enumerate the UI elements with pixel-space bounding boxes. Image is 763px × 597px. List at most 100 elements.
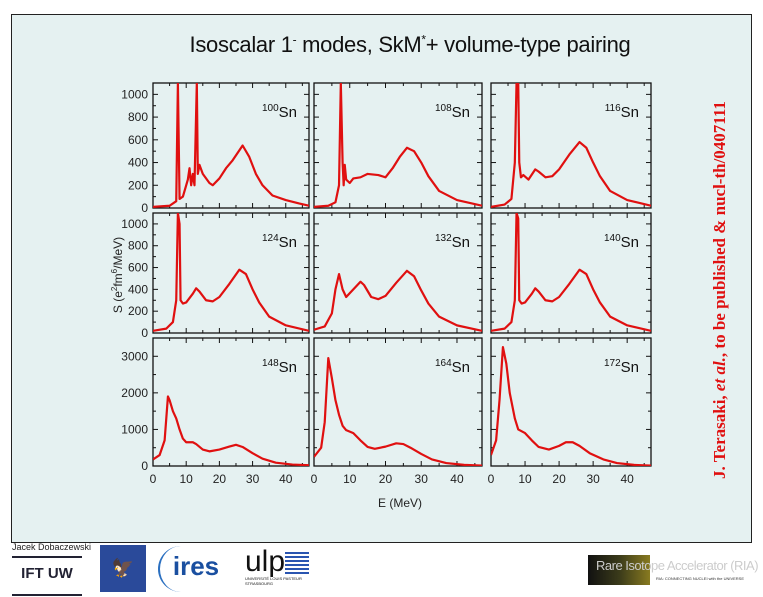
y-tick-label: 600: [128, 133, 148, 147]
x-tick-label: 20: [379, 472, 393, 486]
nucleus-label: 100Sn: [262, 103, 297, 121]
spectrum-curve: [491, 213, 651, 332]
x-tick-label: 0: [150, 472, 157, 486]
y-tick-label: 200: [128, 178, 148, 192]
y-tick-label: 400: [128, 156, 148, 170]
element-symbol: Sn: [279, 359, 297, 376]
element-symbol: Sn: [621, 359, 639, 376]
university-warsaw-logo: 🦅: [100, 545, 146, 592]
y-axis-label-part: 6: [110, 268, 119, 273]
element-symbol: Sn: [621, 104, 639, 121]
nucleus-label: 132Sn: [435, 233, 470, 251]
y-tick-label: 0: [141, 459, 148, 473]
panel-frame: [490, 337, 652, 467]
mass-number: 116: [605, 103, 621, 114]
nucleus-label: 140Sn: [604, 233, 639, 251]
y-axis-label-part: /MeV): [111, 237, 125, 269]
x-tick-label: 20: [552, 472, 566, 486]
x-tick-label: 30: [586, 472, 600, 486]
x-axis-label: E (MeV): [378, 496, 422, 510]
element-symbol: Sn: [452, 104, 470, 121]
element-symbol: Sn: [621, 234, 639, 251]
x-tick-label: 10: [180, 472, 194, 486]
y-axis-label-part: fm: [111, 273, 125, 286]
x-tick-label: 0: [311, 472, 318, 486]
y-tick-label: 800: [128, 239, 148, 253]
nucleus-label: 108Sn: [435, 103, 470, 121]
mass-number: 100: [262, 103, 279, 114]
y-tick-label: 3000: [121, 349, 148, 363]
x-tick-label: 10: [343, 472, 357, 486]
y-axis-label-part: 2: [110, 286, 119, 291]
panel-116Sn: 116Sn: [490, 82, 652, 209]
panel-100Sn: 100Sn 0 200 400 600 800 1000: [121, 82, 310, 215]
panel-frame: [313, 82, 483, 209]
x-tick-label: 30: [246, 472, 260, 486]
y-tick-label: 1000: [121, 87, 148, 101]
panel-172Sn: 172Sn 0 10 20 30 40: [488, 337, 652, 486]
panel-164Sn: 164Sn 0 10 20 30 40: [311, 337, 483, 486]
x-tick-label: 40: [620, 472, 634, 486]
ulp-stripes: [285, 550, 309, 574]
y-tick-label: 2000: [121, 386, 148, 400]
panel-140Sn: 140Sn: [490, 212, 652, 334]
spectrum-curve: [153, 395, 309, 466]
nucleus-label: 116Sn: [605, 103, 639, 121]
element-symbol: Sn: [452, 359, 470, 376]
panel-frame: [152, 337, 310, 467]
ria-emblem: [588, 555, 650, 585]
y-tick-label: 1000: [121, 217, 148, 231]
mass-number: 124: [262, 233, 279, 244]
element-symbol: Sn: [279, 104, 297, 121]
panel-108Sn: 108Sn: [313, 82, 483, 209]
slide-title: Isoscalar 1- modes, SkM*+ volume-type pa…: [189, 32, 631, 57]
mass-number: 132: [435, 233, 452, 244]
panel-frame: [152, 212, 310, 334]
panel-frame: [490, 82, 652, 209]
y-tick-label: 0: [141, 326, 148, 340]
panel-frame: [152, 82, 310, 209]
footer-author: Jacek Dobaczewski: [12, 542, 92, 552]
ulp-wordmark: ulp: [245, 545, 286, 578]
x-tick-label: 10: [518, 472, 532, 486]
nucleus-label: 172Sn: [604, 358, 639, 376]
mass-number: 108: [435, 103, 452, 114]
spectrum-curve: [491, 83, 651, 208]
ift-uw-logo: IFT UW: [12, 556, 82, 596]
panel-124Sn: 124Sn 0 200 400 600 800 1000: [121, 212, 310, 340]
ulp-caption: UNIVERSITÉ LOUIS PASTEUR STRASBOURG: [245, 576, 302, 586]
nucleus-label: 164Sn: [435, 358, 470, 376]
element-symbol: Sn: [452, 234, 470, 251]
y-tick-label: 800: [128, 110, 148, 124]
ires-logo: ires: [158, 546, 232, 592]
x-tick-label: 20: [213, 472, 227, 486]
mass-number: 148: [262, 358, 279, 369]
y-axis-label-part: S (e: [111, 291, 125, 313]
y-tick-label: 1000: [121, 422, 148, 436]
x-tick-label: 0: [488, 472, 495, 486]
panel-frame: [313, 212, 483, 334]
spectrum-curve: [314, 269, 482, 332]
ulp-logo: ulp UNIVERSITÉ LOUIS PASTEUR STRASBOURG: [245, 545, 310, 588]
spectrum-curve: [314, 357, 482, 466]
panel-132Sn: 132Sn: [313, 212, 483, 334]
nucleus-label: 124Sn: [262, 233, 297, 251]
y-tick-label: 400: [128, 282, 148, 296]
y-tick-label: 200: [128, 304, 148, 318]
mass-number: 164: [435, 358, 452, 369]
element-symbol: Sn: [279, 234, 297, 251]
spectrum-curve: [153, 83, 309, 208]
mass-number: 140: [604, 233, 621, 244]
slide-panel: [11, 14, 752, 543]
y-axis-label: S (e2fm6/MeV): [110, 237, 125, 313]
panel-148Sn: 148Sn 0 1000 2000 3000 0 10 20 30 40: [121, 337, 310, 486]
spectrum-curve: [153, 213, 309, 332]
ria-tagline: RIA: CONNECTING NUCLEI with the UNIVERSE: [656, 576, 745, 581]
panel-frame: [313, 337, 483, 467]
panel-frame: [490, 212, 652, 334]
ria-title: Rare Isotope Accelerator (RIA): [596, 558, 759, 573]
nucleus-label: 148Sn: [262, 358, 297, 376]
x-tick-label: 30: [415, 472, 429, 486]
mass-number: 172: [604, 358, 621, 369]
